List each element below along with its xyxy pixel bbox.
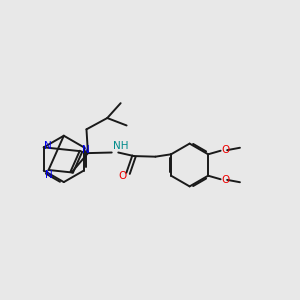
Text: O: O: [118, 171, 127, 181]
Text: O: O: [221, 175, 229, 185]
Text: N: N: [45, 170, 52, 180]
Text: N: N: [44, 141, 52, 151]
Text: NH: NH: [113, 141, 129, 151]
Text: O: O: [221, 145, 229, 155]
Text: N: N: [82, 145, 89, 155]
